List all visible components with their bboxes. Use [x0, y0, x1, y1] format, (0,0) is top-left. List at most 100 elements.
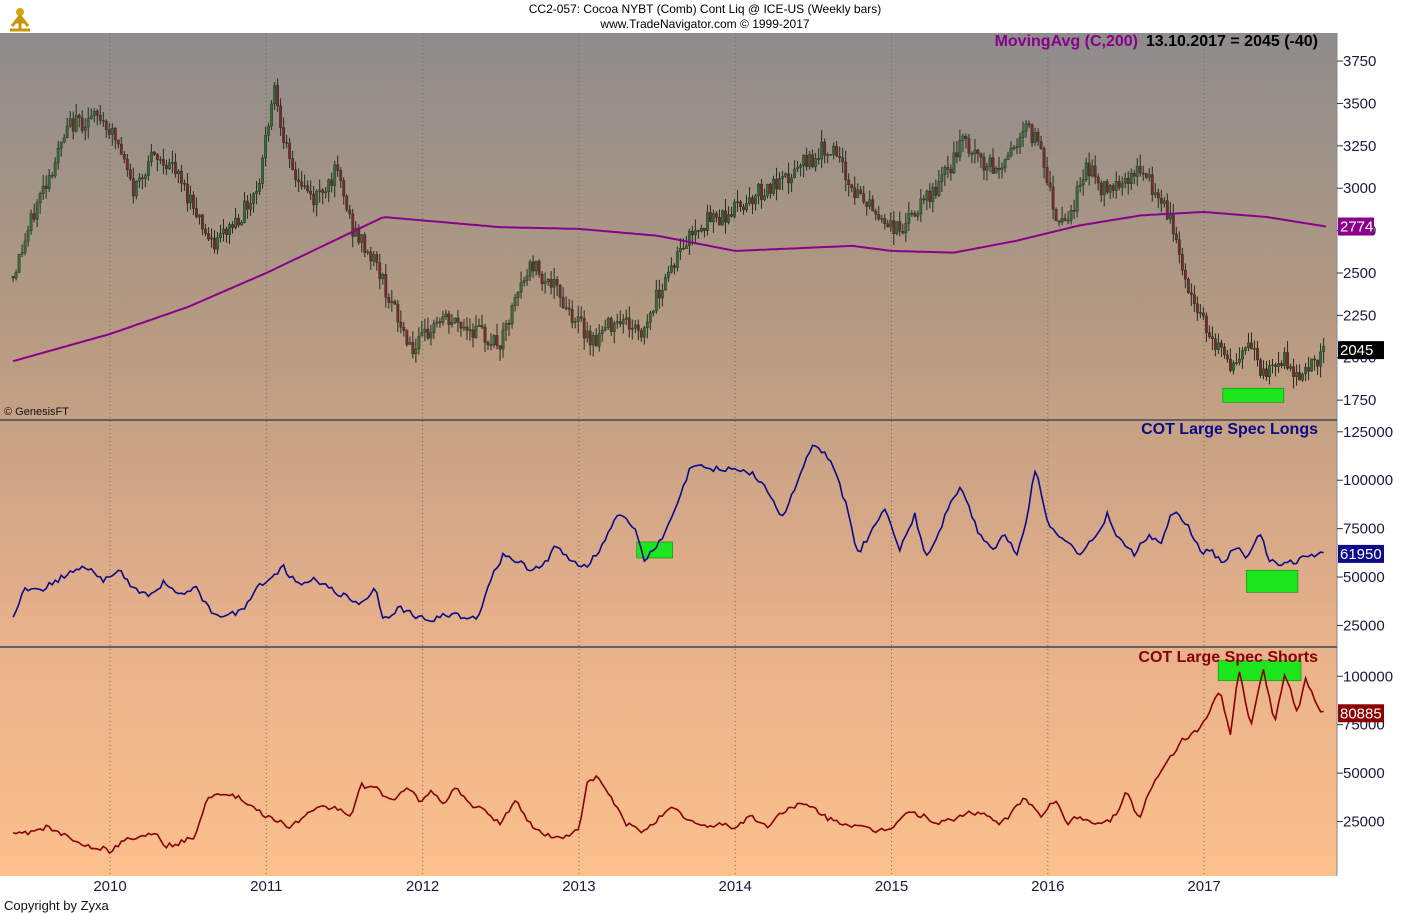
price-candle — [378, 253, 382, 290]
price-candle — [1186, 277, 1190, 294]
price-candle — [423, 318, 427, 342]
y-tick-label: 3000 — [1343, 180, 1376, 197]
price-candle — [1162, 196, 1166, 208]
price-candle — [219, 224, 222, 243]
price-candle — [1313, 355, 1316, 371]
price-candle — [77, 113, 81, 128]
price-candle — [1078, 177, 1082, 193]
price-candle — [642, 326, 646, 345]
price-candle — [1210, 326, 1214, 351]
x-tick-label: 2011 — [250, 878, 282, 895]
price-candle — [582, 310, 586, 350]
price-candle — [904, 212, 908, 242]
price-candle — [1204, 312, 1208, 342]
price-candle — [1063, 213, 1067, 222]
price-candle — [1006, 151, 1010, 161]
price-candle — [324, 187, 328, 199]
plot-background — [0, 33, 1337, 876]
svg-text:80885: 80885 — [1340, 705, 1382, 722]
price-candle — [95, 109, 99, 126]
y-tick-label: 75000 — [1343, 521, 1385, 538]
price-candle — [146, 155, 150, 181]
price-candle — [414, 338, 418, 363]
price-candle — [1042, 146, 1046, 179]
price-candle — [113, 127, 117, 150]
y-tick-label: 125000 — [1343, 424, 1393, 441]
price-candle — [396, 299, 400, 333]
price-candle — [303, 174, 307, 190]
price-candle — [1072, 199, 1076, 219]
price-candle — [390, 290, 394, 312]
price-candle — [285, 134, 289, 149]
price-candle — [973, 138, 977, 164]
price-candle — [916, 210, 920, 221]
price-candle — [546, 278, 550, 286]
price-candle — [1150, 166, 1154, 202]
price-candle — [1277, 351, 1280, 373]
price-candle — [802, 154, 806, 178]
price-candle — [1159, 189, 1163, 213]
price-candle — [1123, 172, 1127, 189]
price-candle — [1111, 183, 1115, 198]
price-candle — [654, 279, 658, 314]
price-candle — [805, 147, 809, 171]
price-candle — [820, 130, 824, 168]
x-tick-label: 2016 — [1031, 878, 1064, 895]
price-candle — [1132, 169, 1136, 185]
y-tick-label: 100000 — [1343, 668, 1393, 685]
price-candle — [264, 126, 267, 167]
price-candle — [1232, 360, 1235, 375]
y-tick-label: 100000 — [1343, 472, 1393, 489]
price-candle — [850, 183, 854, 193]
price-candle — [706, 204, 709, 236]
price-candle — [17, 254, 21, 273]
price-candle — [817, 148, 821, 165]
price-candle — [775, 167, 778, 201]
price-candle — [507, 319, 511, 336]
price-candle — [294, 161, 298, 188]
price-candle — [540, 271, 544, 291]
price-candle — [1316, 359, 1319, 375]
price-candle — [213, 230, 216, 254]
price-candle — [89, 108, 93, 120]
price-candle — [270, 100, 273, 130]
price-candle — [730, 206, 733, 218]
price-candle — [459, 321, 463, 337]
price-candle — [399, 310, 403, 334]
price-candle — [1183, 263, 1187, 289]
price-candle — [47, 168, 51, 192]
price-candle — [38, 191, 42, 214]
price-candle — [435, 316, 439, 328]
price-candle — [462, 319, 466, 332]
price-candle — [119, 136, 123, 156]
price-candle — [588, 325, 592, 356]
price-candle — [231, 221, 234, 234]
price-candle — [949, 164, 953, 181]
price-candle — [432, 319, 436, 340]
price-candle — [216, 231, 219, 255]
price-candle — [489, 333, 493, 351]
price-candle — [697, 229, 700, 239]
price-candle — [573, 317, 577, 329]
price-candle — [660, 283, 664, 307]
price-candle — [1099, 180, 1103, 203]
chart-header-line2: www.TradeNavigator.com © 1999-2017 — [599, 17, 809, 31]
price-candle — [570, 300, 574, 329]
price-candle — [14, 269, 18, 281]
price-candle — [345, 194, 349, 212]
price-candle — [1220, 339, 1223, 357]
price-candle — [255, 181, 258, 205]
price-candle — [739, 199, 742, 212]
price-candle — [468, 318, 472, 341]
price-candle — [405, 329, 409, 347]
price-candle — [1108, 184, 1112, 199]
price-candle — [1129, 168, 1133, 190]
price-candle — [1156, 188, 1160, 209]
price-candle — [1286, 341, 1289, 371]
price-candle — [306, 180, 310, 194]
price-candle — [243, 191, 246, 224]
price-candle — [170, 150, 174, 174]
price-candle — [525, 269, 529, 286]
price-candle — [140, 174, 144, 190]
price-candle — [796, 160, 799, 173]
